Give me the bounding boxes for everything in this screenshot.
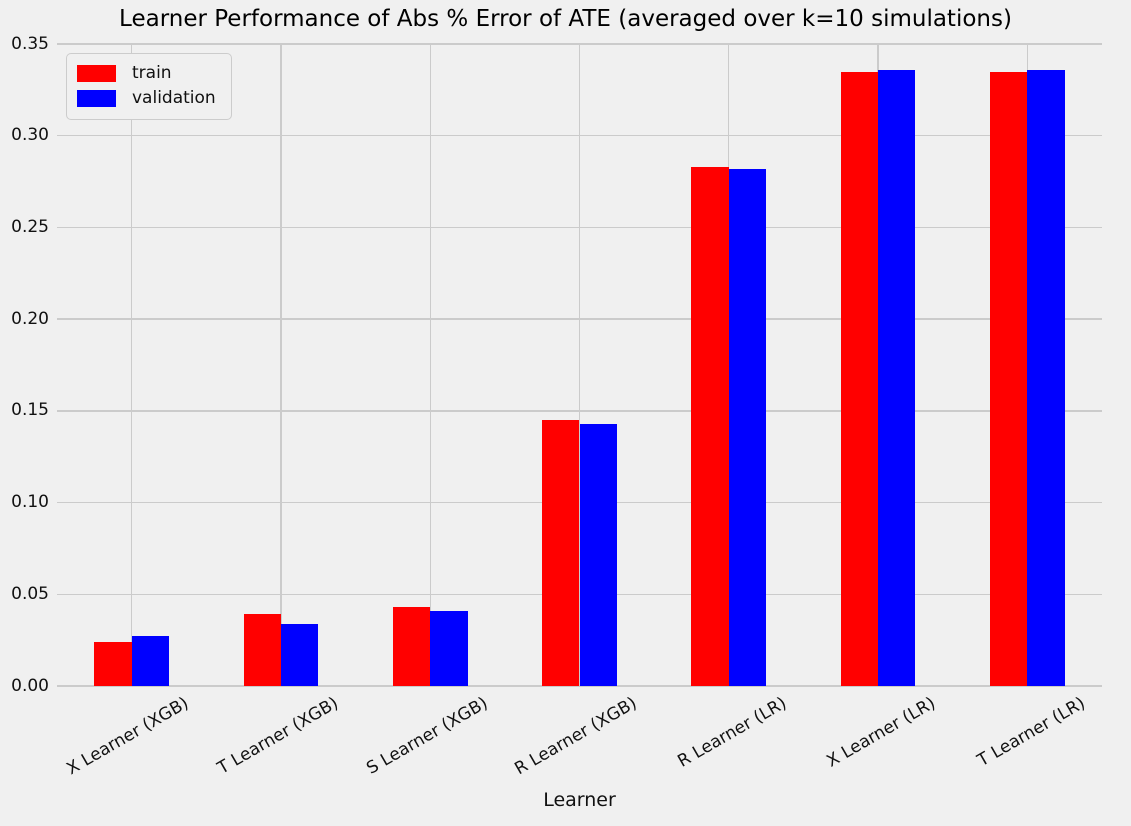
legend-item-train: train: [77, 61, 221, 86]
y-axis-tick-label: 0.35: [11, 33, 49, 54]
x-axis-tick-label: X Learner (LR): [823, 693, 940, 772]
x-axis-tick-label: T Learner (LR): [973, 693, 1089, 771]
y-axis-tick-label: 0.15: [11, 400, 49, 421]
gridline-vertical: [578, 44, 581, 686]
x-axis-tick-label: R Learner (XGB): [511, 693, 641, 780]
legend-swatch-validation: [77, 90, 116, 107]
bar-validation: [728, 168, 767, 686]
plot-area: [57, 43, 1102, 687]
y-axis-tick-label: 0.25: [11, 216, 49, 237]
bar-train: [840, 71, 879, 686]
y-axis-tick-label: 0.05: [11, 583, 49, 604]
legend-swatch-train: [77, 65, 116, 82]
gridline-vertical: [280, 44, 282, 686]
bar-train: [94, 641, 132, 686]
legend-label-validation: validation: [132, 88, 216, 108]
legend: train validation: [66, 53, 232, 120]
chart-title: Learner Performance of Abs % Error of AT…: [119, 6, 1012, 32]
x-axis-tick-label: S Learner (XGB): [363, 693, 492, 779]
x-axis-title: Learner: [543, 789, 616, 811]
x-axis-tick-label: X Learner (XGB): [63, 693, 193, 780]
y-axis-tick-label: 0.30: [11, 125, 49, 146]
bar-validation: [131, 636, 169, 686]
bar-train: [542, 420, 580, 686]
legend-item-validation: validation: [77, 86, 221, 111]
bar-train: [691, 166, 729, 686]
gridline-vertical: [130, 44, 133, 686]
bar-train: [392, 607, 431, 686]
y-axis-tick-label: 0.20: [11, 308, 49, 329]
y-axis-tick-label: 0.00: [11, 675, 49, 696]
bar-validation: [430, 610, 468, 686]
legend-label-train: train: [132, 63, 172, 83]
y-axis-tick-label: 0.10: [11, 492, 49, 513]
bar-validation: [579, 423, 617, 686]
bar-validation: [1027, 69, 1065, 686]
x-axis-tick-label: T Learner (XGB): [214, 693, 342, 779]
bar-train: [243, 614, 281, 686]
bar-train: [990, 71, 1028, 686]
x-axis-tick-label: R Learner (LR): [674, 693, 790, 772]
gridline-vertical: [728, 44, 730, 686]
bar-validation: [280, 623, 319, 686]
gridline-vertical: [429, 44, 431, 686]
bar-validation: [878, 69, 916, 686]
